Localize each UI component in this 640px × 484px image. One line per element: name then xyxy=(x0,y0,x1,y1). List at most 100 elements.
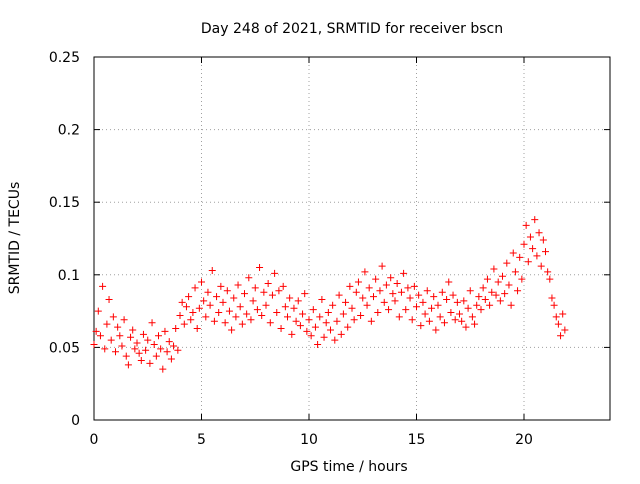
data-point xyxy=(146,359,154,367)
data-point xyxy=(202,313,210,321)
data-point xyxy=(544,268,552,276)
data-point xyxy=(258,311,266,319)
plot-background xyxy=(94,57,610,420)
data-point xyxy=(234,281,242,289)
data-point xyxy=(167,355,175,363)
data-point xyxy=(456,310,463,318)
data-point xyxy=(144,336,152,344)
data-point xyxy=(380,298,388,306)
data-point xyxy=(217,282,225,290)
data-point xyxy=(129,326,137,334)
data-point xyxy=(357,311,365,319)
data-point xyxy=(344,323,352,331)
data-point xyxy=(96,332,104,340)
data-point xyxy=(148,319,156,327)
data-point xyxy=(187,316,195,324)
data-point xyxy=(363,301,371,309)
data-point xyxy=(352,288,360,296)
data-point xyxy=(299,310,307,318)
data-point xyxy=(200,297,208,305)
data-point xyxy=(524,258,532,266)
data-point xyxy=(99,282,107,290)
data-point xyxy=(423,287,431,295)
data-point xyxy=(385,306,393,314)
data-point xyxy=(137,356,145,364)
data-point xyxy=(473,301,481,309)
data-point xyxy=(391,297,399,305)
data-point xyxy=(367,317,375,325)
data-point xyxy=(256,264,264,272)
data-point xyxy=(122,352,130,360)
x-tick-label: 10 xyxy=(300,432,318,448)
data-point xyxy=(342,298,350,306)
data-point xyxy=(264,280,272,288)
data-point xyxy=(434,301,442,309)
y-axis-label: SRMTID / TECUs xyxy=(7,182,23,295)
data-point xyxy=(118,342,126,350)
data-point xyxy=(176,311,184,319)
data-point xyxy=(440,319,448,327)
data-point xyxy=(430,293,438,301)
data-point xyxy=(225,307,233,315)
data-point xyxy=(251,284,259,292)
data-point xyxy=(346,282,354,290)
data-point xyxy=(438,288,446,296)
data-point xyxy=(271,269,279,277)
data-point xyxy=(268,291,276,299)
chart-title: Day 248 of 2021, SRMTID for receiver bsc… xyxy=(201,21,503,37)
data-point xyxy=(178,298,186,306)
data-point xyxy=(305,316,313,324)
data-point xyxy=(374,309,382,317)
data-point xyxy=(247,316,255,324)
data-point xyxy=(316,313,324,321)
data-point xyxy=(155,332,162,340)
data-point xyxy=(464,304,472,312)
x-tick-label: 15 xyxy=(408,432,426,448)
data-point xyxy=(376,287,384,295)
data-point xyxy=(219,298,227,306)
data-point xyxy=(415,291,423,299)
data-point xyxy=(410,282,418,290)
data-point xyxy=(288,330,296,338)
data-point xyxy=(309,306,317,314)
data-point xyxy=(458,317,466,325)
data-point xyxy=(483,275,491,283)
data-point xyxy=(436,313,444,321)
data-point xyxy=(114,323,122,331)
data-point xyxy=(133,339,141,347)
data-point xyxy=(511,268,519,276)
data-point xyxy=(193,325,201,333)
data-point xyxy=(402,306,410,314)
data-point xyxy=(490,265,498,273)
data-point xyxy=(529,245,537,253)
data-point xyxy=(400,269,408,277)
data-point xyxy=(361,268,369,276)
data-point xyxy=(253,306,261,314)
data-point xyxy=(522,221,530,229)
data-point xyxy=(479,284,487,292)
data-point xyxy=(152,352,160,360)
data-point xyxy=(496,297,504,305)
grid xyxy=(94,57,610,420)
data-point xyxy=(116,332,124,340)
data-point xyxy=(514,287,522,295)
data-point xyxy=(165,338,173,346)
data-point xyxy=(372,275,380,283)
data-point xyxy=(303,327,311,335)
data-point xyxy=(159,365,167,373)
data-point xyxy=(557,332,565,340)
data-point xyxy=(329,301,337,309)
data-point xyxy=(120,316,128,324)
data-point xyxy=(559,310,567,318)
data-point xyxy=(533,252,541,260)
data-point xyxy=(208,266,216,274)
data-point xyxy=(320,333,328,341)
data-point xyxy=(185,293,193,301)
data-point xyxy=(350,316,358,324)
data-point xyxy=(453,298,461,306)
y-tick-label: 0.2 xyxy=(58,123,80,139)
data-point xyxy=(451,316,459,324)
data-point xyxy=(505,281,513,289)
data-point xyxy=(370,293,377,301)
